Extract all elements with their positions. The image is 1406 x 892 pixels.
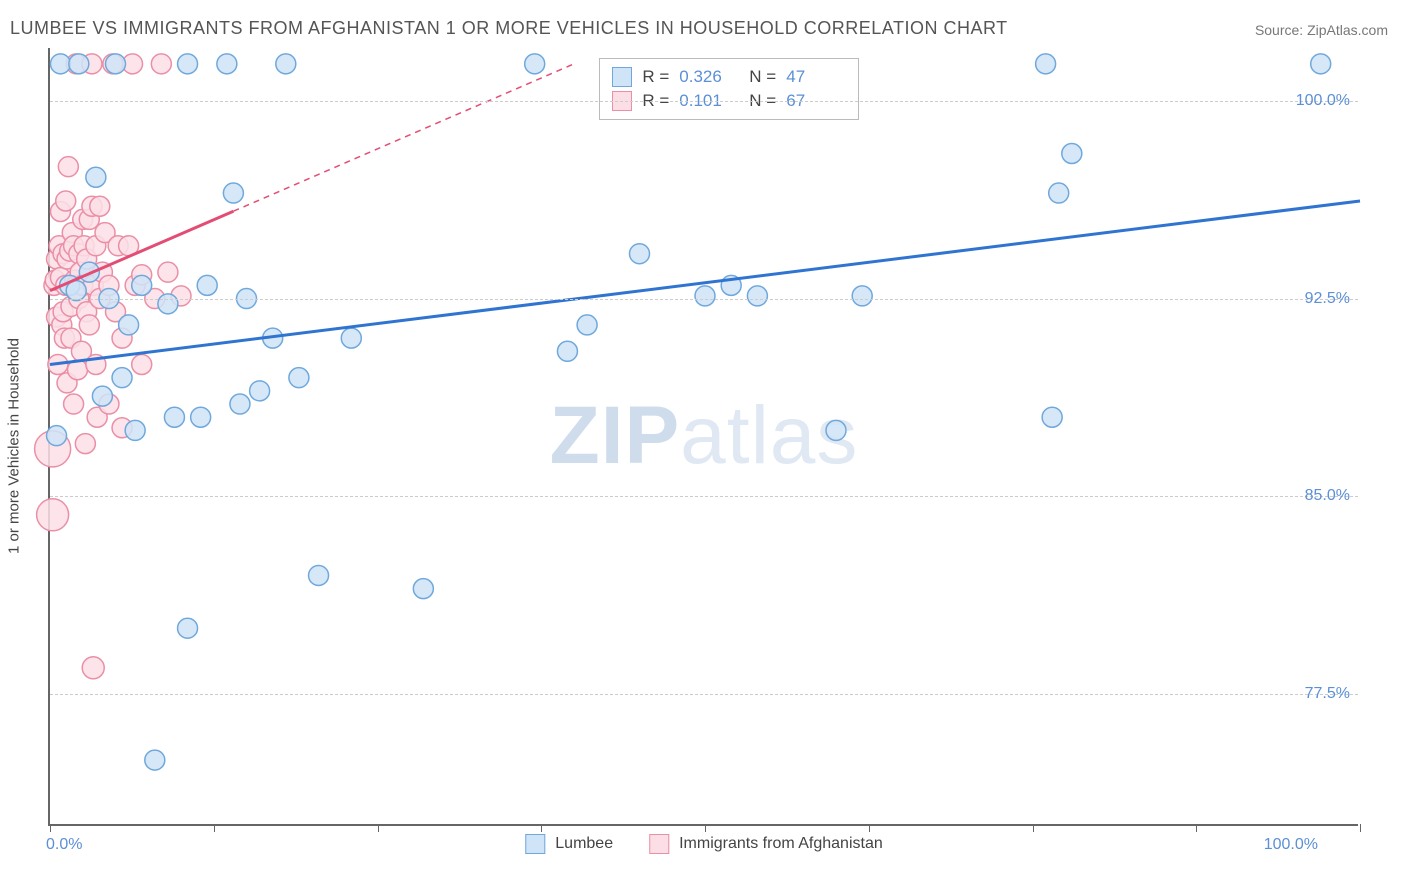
source-label: Source: ZipAtlas.com bbox=[1255, 22, 1388, 38]
gridline bbox=[50, 299, 1358, 300]
x-axis-max-label: 100.0% bbox=[1264, 836, 1318, 854]
x-tick bbox=[378, 824, 379, 832]
bottom-swatch-afghan bbox=[649, 834, 669, 854]
y-tick-label: 100.0% bbox=[1296, 92, 1350, 110]
x-tick bbox=[869, 824, 870, 832]
legend-r-value: 0.326 bbox=[679, 67, 739, 87]
bottom-label-afghan: Immigrants from Afghanistan bbox=[679, 835, 883, 853]
plot-area: ZIPatlas R = 0.326 N = 47 R = 0.101 N = … bbox=[48, 48, 1358, 826]
legend-row: R = 0.326 N = 47 bbox=[612, 65, 846, 89]
bottom-label-lumbee: Lumbee bbox=[555, 835, 613, 853]
legend-n-label: N = bbox=[749, 67, 776, 87]
chart-title: LUMBEE VS IMMIGRANTS FROM AFGHANISTAN 1 … bbox=[10, 18, 1008, 39]
legend-n-value: 47 bbox=[786, 67, 846, 87]
x-tick bbox=[541, 824, 542, 832]
x-tick bbox=[214, 824, 215, 832]
x-axis-min-label: 0.0% bbox=[46, 836, 82, 854]
x-tick bbox=[1360, 824, 1361, 832]
x-tick bbox=[705, 824, 706, 832]
legend-r-label: R = bbox=[642, 67, 669, 87]
gridline bbox=[50, 101, 1358, 102]
x-tick bbox=[1033, 824, 1034, 832]
y-tick-label: 77.5% bbox=[1305, 685, 1350, 703]
gridline bbox=[50, 694, 1358, 695]
bottom-legend: Lumbee Immigrants from Afghanistan bbox=[525, 834, 882, 854]
x-tick bbox=[1196, 824, 1197, 832]
bottom-swatch-lumbee bbox=[525, 834, 545, 854]
x-tick bbox=[50, 824, 51, 832]
y-axis-label: 1 or more Vehicles in Household bbox=[6, 338, 23, 554]
gridline bbox=[50, 496, 1358, 497]
legend-box: R = 0.326 N = 47 R = 0.101 N = 67 bbox=[599, 58, 859, 120]
y-tick-label: 85.0% bbox=[1305, 487, 1350, 505]
chart-svg bbox=[50, 48, 1358, 824]
legend-swatch-lumbee bbox=[612, 67, 632, 87]
y-tick-label: 92.5% bbox=[1305, 290, 1350, 308]
